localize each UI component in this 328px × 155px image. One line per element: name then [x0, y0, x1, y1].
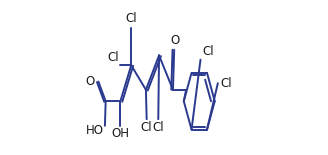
Text: Cl: Cl — [141, 121, 153, 134]
Text: O: O — [170, 34, 180, 47]
Text: HO: HO — [85, 124, 103, 137]
Text: OH: OH — [112, 127, 129, 140]
Text: Cl: Cl — [202, 45, 214, 58]
Text: O: O — [85, 75, 94, 88]
Text: Cl: Cl — [220, 77, 232, 90]
Text: Cl: Cl — [107, 51, 119, 64]
Text: Cl: Cl — [125, 11, 137, 24]
Text: Cl: Cl — [153, 121, 164, 134]
